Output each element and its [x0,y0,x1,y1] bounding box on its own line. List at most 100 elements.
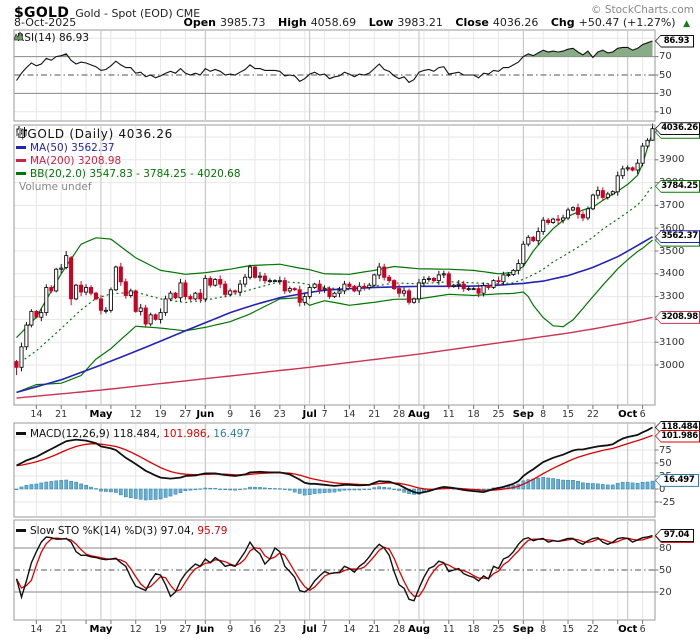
candle-body [441,273,446,276]
macd-histogram-bar [372,487,377,490]
x-axis-date-label: Aug [407,409,431,420]
candle-body [79,284,84,293]
macd-histogram-bar [586,482,590,490]
candle-body [486,285,491,288]
axis-value-tag: 16.497 [655,473,699,487]
candle-body [491,280,496,288]
up-arrow-icon: ▲ [683,19,690,29]
ma200-line [16,316,653,399]
macd-histogram-bar [551,478,555,490]
candle-body [292,288,297,291]
x-axis-date-label: Aug [407,624,431,635]
candle-body [640,145,645,164]
macd-histogram-bar [253,486,257,490]
candle-body [183,282,188,298]
x-axis-date-label: 21 [55,409,68,420]
candle-body [287,288,292,292]
y-axis-tick-label: 20 [659,586,672,598]
axis-value-tag: 101.986 [655,429,700,443]
macd-histogram-bar [615,482,620,490]
candle-body [471,288,476,291]
candle-body [605,193,610,198]
macd-histogram-bar [158,488,163,500]
y-axis-tick-label: 3300 [659,291,685,303]
sto-dash-icon [16,529,26,532]
candle-body [411,298,417,303]
y-axis-tick-label: 10 [659,106,672,118]
macd-histogram-bar [292,488,297,493]
candle-body [362,285,367,288]
candle-body [233,290,238,293]
macd-histogram-bar [143,488,148,501]
low-value: 3983.21 [397,16,443,29]
macd-histogram-bar [24,485,29,490]
candle-body [327,288,332,298]
macd-histogram-bar [138,488,143,500]
axis-value-tag-text: 97.04 [656,530,693,541]
candle-body [34,310,39,318]
candle-body [476,288,481,294]
x-axis-date-label: May [89,624,113,635]
bb-middle-line [16,185,653,366]
candle-body [496,280,501,283]
macd-histogram-bar [402,488,406,493]
macd-histogram-bar [635,483,640,490]
candle-body [580,214,585,219]
candle-body [561,217,566,221]
candle-body [337,290,342,294]
x-axis-date-label: 15 [561,624,575,635]
macd-histogram-bar [133,488,138,499]
candle-body [14,361,19,368]
macd-histogram-bar [258,487,262,490]
ohlc-quote: Open 3985.73 High 4058.69 Low 3983.21 Close… [174,16,690,29]
candle-body [426,277,431,280]
macd-histogram-bar [302,488,307,496]
chart-header: $GOLD Gold - Spot (EOD) CME [14,2,200,21]
macd-histogram-bar [123,488,128,498]
macd-histogram-bar [297,488,302,494]
x-axis-date-label: Oct [618,624,638,635]
candle-body [317,283,322,291]
macd-histogram-bar [417,488,421,495]
x-axis-date-label: 14 [343,409,356,420]
candle-body [267,280,272,283]
x-axis-date-label: 9 [227,409,234,420]
x-axis-date-label: 18 [467,624,480,635]
candle-body [536,231,541,242]
ma50-label: MA(50) 3562.37 [30,141,115,154]
macd-histogram-bar [128,488,133,499]
candle-body [213,279,218,286]
macd-label: MACD(12,26,9) 118.484, [30,427,160,440]
macd-histogram-bar [84,485,88,490]
macd-histogram-bar [605,484,610,490]
macd-histogram-bar [223,488,228,490]
macd-histogram-bar [317,488,322,494]
macd-panel-frame [13,422,656,518]
macd-histogram-bar [645,481,650,490]
candle-body [307,287,312,298]
axis-value-tag-text: 3562.37 [656,231,699,243]
candle-body [302,296,307,303]
candle-body [238,283,243,293]
candle-body [357,285,362,292]
macd-histogram-bar [213,488,218,490]
open-label: Open [183,16,216,29]
candle-body [387,276,392,282]
macd-dash-icon [16,432,26,435]
y-axis-tick-label: 3500 [659,245,685,257]
x-axis-date-label: Sep [512,409,534,420]
macd-histogram-bar [273,488,277,490]
macd-histogram-bar [19,486,24,490]
candle-body [243,276,248,285]
axis-value-tag: 97.04 [655,529,694,542]
chart-date: 8-Oct-2025 [14,16,77,29]
candle-body [148,314,153,325]
x-axis-date-label: 28 [393,624,406,635]
macd-histogram-bar [34,483,39,490]
macd-histogram-bar [620,482,625,490]
macd-histogram-bar [610,484,615,490]
candle-body [521,243,526,265]
macd-histogram-bar [268,488,272,490]
candle-body [69,257,74,300]
